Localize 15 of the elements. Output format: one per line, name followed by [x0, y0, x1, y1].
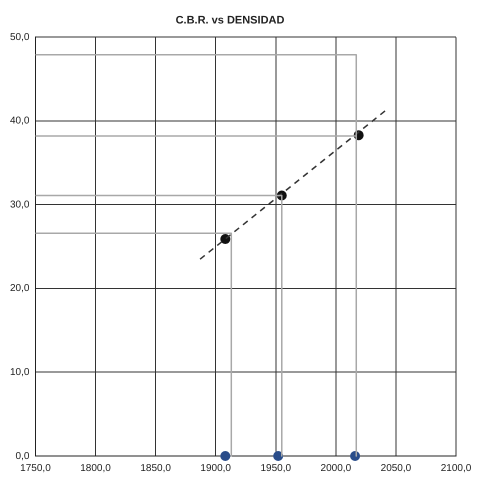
- y-tick-label: 10,0: [10, 366, 30, 378]
- x-tick-label: 2100,0: [440, 462, 472, 474]
- y-tick-label: 50,0: [10, 32, 30, 43]
- y-tick-label: 30,0: [10, 199, 30, 210]
- x-tick-label: 1750,0: [20, 462, 52, 474]
- y-tick-label: 20,0: [10, 283, 30, 294]
- x-tick-label: 1800,0: [80, 462, 112, 474]
- chart-title: C.B.R. vs DENSIDAD: [176, 14, 284, 27]
- x-tick-label: 1900,0: [200, 462, 232, 474]
- x-tick-label: 1850,0: [140, 462, 172, 474]
- y-tick-label: 40,0: [10, 116, 30, 127]
- x-tick-label: 2000,0: [320, 462, 352, 474]
- y-tick-label: 0,0: [16, 450, 30, 462]
- x-tick-label: 2050,0: [380, 462, 412, 474]
- x-tick-label: 1950,0: [260, 462, 292, 474]
